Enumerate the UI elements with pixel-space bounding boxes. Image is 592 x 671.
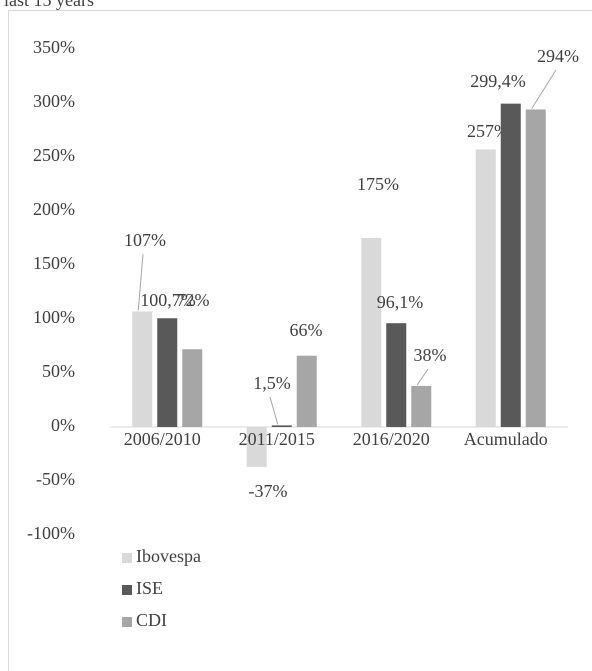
legend-label: Ibovespa	[136, 546, 201, 566]
bar	[525, 109, 546, 427]
y-tick-label: 50%	[42, 361, 75, 381]
bar	[157, 318, 178, 427]
bar	[246, 427, 267, 467]
bar	[386, 323, 407, 427]
data-label: 299,4%	[470, 71, 526, 91]
legend-swatch	[122, 585, 132, 595]
data-label: 66%	[290, 320, 323, 340]
leader-line	[416, 368, 429, 386]
data-label: -37%	[249, 481, 288, 501]
data-label: 38%	[414, 345, 447, 365]
data-label: 96,1%	[377, 292, 424, 312]
chart-title: last 15 years	[4, 0, 94, 10]
x-tick-label: Acumulado	[464, 429, 548, 449]
bar	[296, 355, 317, 427]
data-label: 107%	[124, 230, 166, 250]
y-tick-label: 100%	[33, 307, 75, 327]
data-label: 175%	[357, 174, 399, 194]
bar	[361, 238, 382, 427]
bar	[132, 311, 153, 427]
y-tick-label: 250%	[33, 145, 75, 165]
leader-line	[531, 69, 557, 109]
legend-label: CDI	[136, 610, 167, 630]
x-tick-label: 2016/2020	[353, 429, 430, 449]
y-tick-label: 350%	[33, 37, 75, 57]
x-tick-label: 2011/2015	[239, 429, 315, 449]
leader-line	[269, 396, 279, 425]
bar	[182, 349, 203, 427]
bar	[475, 149, 496, 427]
y-tick-label: 200%	[33, 199, 75, 219]
bar	[271, 425, 292, 427]
bar	[500, 103, 521, 427]
legend-label: ISE	[136, 578, 163, 598]
leader-line	[137, 253, 144, 311]
x-tick-label: 2006/2010	[124, 429, 201, 449]
chart-border	[8, 10, 592, 671]
data-label: 257%	[467, 121, 509, 141]
data-label: 294%	[537, 46, 579, 66]
y-tick-label: 300%	[33, 91, 75, 111]
y-tick-label: 150%	[33, 253, 75, 273]
y-tick-label: -100%	[27, 523, 75, 543]
y-tick-label: 0%	[51, 415, 75, 435]
data-label: 1,5%	[253, 373, 291, 393]
legend-swatch	[122, 553, 132, 563]
data-label: 72%	[177, 290, 210, 310]
legend-swatch	[122, 617, 132, 627]
data-label: 100,7%	[140, 290, 196, 310]
bar	[411, 385, 432, 427]
y-tick-label: -50%	[36, 469, 75, 489]
